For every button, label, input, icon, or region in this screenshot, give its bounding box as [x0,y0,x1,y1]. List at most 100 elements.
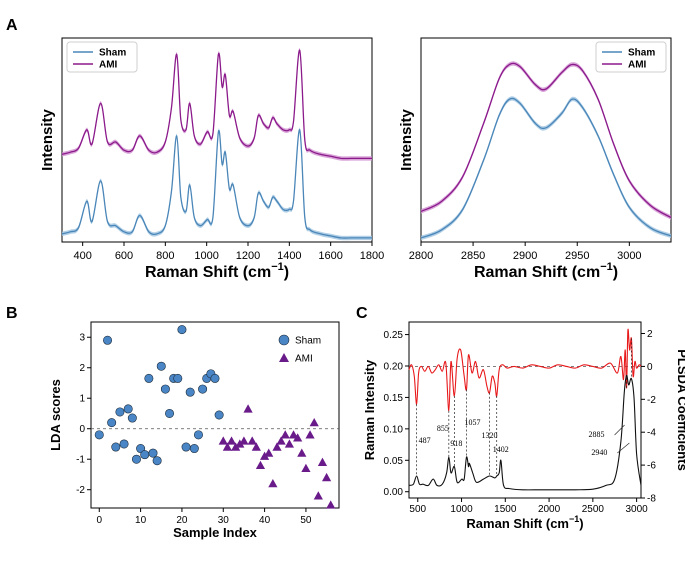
y-tick-label-left: 0.20 [384,362,404,373]
point-ami [317,457,328,466]
x-tick-label: 2800 [409,250,433,262]
x-tick-label: 30 [218,515,230,526]
y-tick-label: 3 [79,333,85,344]
chart-a-right-xlabel: Raman Shift (cm−1) [474,261,618,281]
chart-c-ylabel-right: PLSDA Coefficients [675,349,685,471]
point-sham [94,430,104,440]
point-sham [123,404,133,414]
point-sham [111,442,121,452]
point-ami [301,463,311,473]
point-sham [107,418,117,428]
chart-c-xlabel-sup: −1 [569,514,579,524]
point-ami [280,430,290,439]
point-ami [288,430,299,439]
legend-label-ami: AMI [295,354,313,365]
y-tick-label-right: 2 [647,329,653,340]
series-line-ami [420,62,672,219]
point-sham [127,413,137,423]
chart-a-left-ylabel: Intensity [39,109,56,171]
legend-label-ami: AMI [99,60,118,71]
y-tick-label-right: -8 [647,494,656,505]
chart-c-xlabel-main: Raman Shift (cm [466,516,569,531]
point-ami [243,404,253,413]
panel-label-a: A [6,17,18,34]
x-tick-label: 1000 [194,250,218,262]
legend-label-sham: Sham [99,48,126,59]
y-tick-label: -1 [76,455,85,466]
chart-a-right-frame [420,37,672,243]
point-sham [140,450,150,460]
point-ami [313,491,323,500]
point-sham [193,430,203,440]
chart-a-left-xlabel-sup: −1 [271,261,284,273]
legend-label-sham: Sham [295,336,321,347]
point-sham [177,325,187,335]
y-tick-label-right: -2 [647,395,656,406]
y-tick-label-left: 0.05 [384,456,404,467]
chart-c-xlabel-close: ) [579,516,583,531]
peak-label: 1057 [465,418,481,427]
point-ami [326,500,336,509]
band-ami [421,61,671,220]
x-tick-label: 50 [300,515,312,526]
point-ami [251,442,261,451]
chart-b-lda: 0 10 20 30 40 50 -2 -1 0 1 2 3 Sham AMI LDA scores S… [48,321,340,540]
point-sham [160,384,170,394]
x-tick-label: 1500 [494,504,517,515]
x-tick-label: 10 [135,515,147,526]
peak-label: 1402 [493,445,509,454]
x-tick-label: 2850 [461,250,485,262]
point-sham [165,408,175,418]
x-tick-label: 1000 [450,504,473,515]
series-line-sham [420,97,672,239]
chart-a-left-frame [61,37,373,243]
chart-a-left-xlabel: Raman Shift (cm−1) [145,261,289,281]
series-line-ami [61,49,372,160]
point-ami [218,436,228,445]
point-ami [276,436,286,445]
y-tick-label-left: 0.00 [384,487,404,498]
y-tick-label-left: 0.25 [384,330,404,341]
y-tick-label-left: 0.10 [384,424,404,435]
point-sham [181,442,191,452]
point-ami [272,442,282,451]
point-ami [309,418,319,427]
series-line-plsda-coefficients [408,328,642,412]
peak-pointer [617,442,630,454]
point-sham [156,361,166,371]
point-sham [198,384,208,394]
band-sham [421,96,671,241]
point-ami [255,460,266,469]
y-tick-label: 2 [79,363,85,374]
series-line-raman-intensity [408,374,642,491]
point-ami [222,442,232,451]
point-sham [131,454,141,464]
y-tick-label: -2 [76,485,85,496]
chart-b-frame [90,321,340,509]
x-tick-label: 800 [156,250,174,262]
point-ami [226,436,237,445]
point-sham [115,407,125,417]
x-tick-label: 3000 [617,250,641,262]
point-ami [268,479,278,488]
legend-swatch-sham [278,334,290,346]
point-sham [214,410,224,420]
x-tick-label: 1400 [277,250,301,262]
point-ami [239,436,249,445]
x-tick-label: 40 [259,515,271,526]
point-sham [152,456,162,466]
point-sham [173,373,183,383]
chart-a-right-xlabel-close: ) [613,264,618,281]
point-sham [144,373,154,383]
x-tick-label: 2500 [582,504,605,515]
peak-label: 855 [437,424,449,433]
y-tick-label: 0 [79,424,85,435]
point-ami [284,439,294,448]
chart-c-frame [408,321,642,499]
point-ami [322,472,332,482]
chart-a-left-xlabel-main: Raman Shift (cm [145,264,271,281]
series-line-sham [61,129,372,239]
